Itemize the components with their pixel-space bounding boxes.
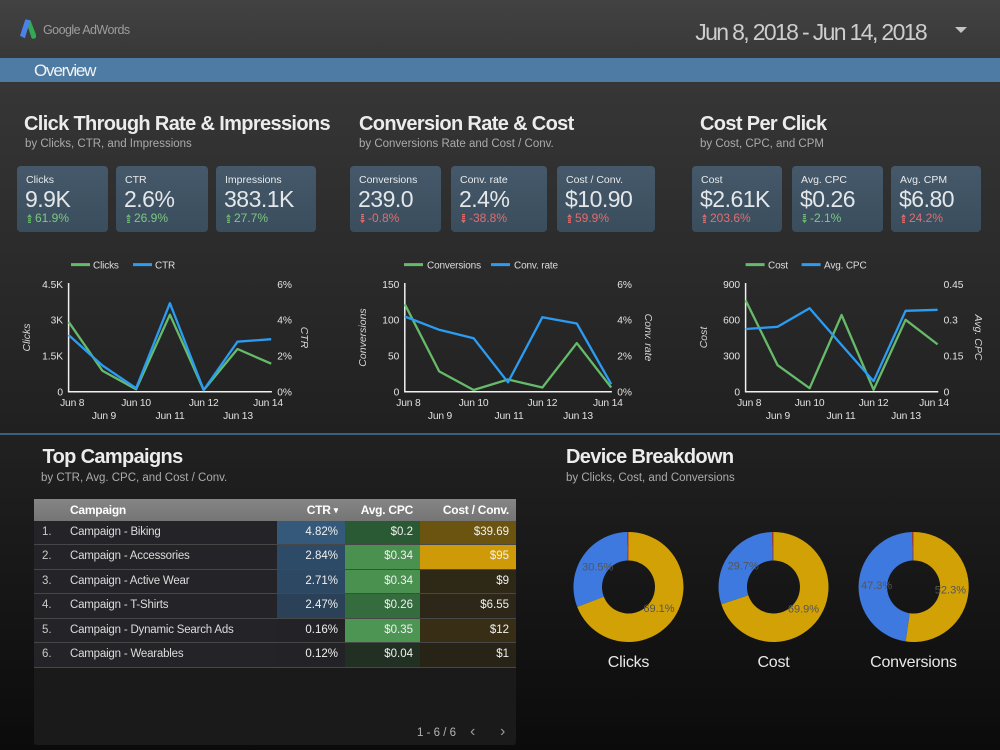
svg-text:0.15: 0.15 [944, 352, 964, 363]
svg-text:0.3: 0.3 [944, 316, 958, 327]
svg-text:Jun 13: Jun 13 [563, 411, 593, 422]
svg-text:600: 600 [723, 316, 740, 327]
svg-text:0: 0 [944, 388, 950, 399]
svg-text:Cost: Cost [768, 260, 788, 271]
svg-text:69.9%: 69.9% [788, 604, 819, 616]
svg-text:Jun 14: Jun 14 [919, 398, 949, 409]
svg-text:Jun 12: Jun 12 [528, 398, 558, 409]
svg-text:Avg. CPC: Avg. CPC [824, 260, 867, 271]
svg-text:Conv. rate: Conv. rate [642, 314, 654, 362]
svg-text:Clicks: Clicks [21, 323, 33, 352]
svg-text:0%: 0% [277, 388, 292, 399]
svg-text:Jun 8: Jun 8 [396, 398, 421, 409]
svg-text:6%: 6% [277, 280, 292, 291]
svg-text:Jun 13: Jun 13 [891, 411, 921, 422]
svg-text:Jun 9: Jun 9 [92, 411, 117, 422]
svg-text:Jun 10: Jun 10 [795, 398, 825, 409]
svg-text:Jun 13: Jun 13 [223, 411, 253, 422]
svg-text:Jun 12: Jun 12 [859, 398, 889, 409]
svg-text:4.5K: 4.5K [42, 280, 63, 291]
svg-text:150: 150 [382, 280, 399, 291]
svg-text:Jun 8: Jun 8 [60, 398, 85, 409]
svg-text:4%: 4% [617, 316, 632, 327]
svg-text:0: 0 [57, 388, 63, 399]
svg-text:1.5K: 1.5K [42, 352, 63, 363]
svg-text:Jun 14: Jun 14 [253, 398, 283, 409]
svg-text:Jun 9: Jun 9 [428, 411, 453, 422]
svg-text:Jun 10: Jun 10 [459, 398, 489, 409]
svg-text:0.45: 0.45 [944, 280, 964, 291]
svg-text:Jun 8: Jun 8 [737, 398, 762, 409]
svg-text:6%: 6% [617, 280, 632, 291]
svg-text:Clicks: Clicks [93, 260, 119, 271]
svg-text:Conv. rate: Conv. rate [514, 260, 558, 271]
svg-text:CTR: CTR [155, 260, 175, 271]
svg-text:Jun 11: Jun 11 [495, 411, 524, 422]
svg-text:Conversions: Conversions [427, 260, 481, 271]
svg-text:Jun 12: Jun 12 [189, 398, 219, 409]
svg-text:29.7%: 29.7% [728, 561, 759, 573]
svg-text:30.5%: 30.5% [582, 562, 613, 574]
svg-text:2%: 2% [617, 352, 632, 363]
svg-text:2%: 2% [277, 352, 292, 363]
svg-text:3K: 3K [51, 316, 64, 327]
svg-text:Jun 14: Jun 14 [593, 398, 623, 409]
svg-text:0: 0 [734, 388, 740, 399]
svg-text:50: 50 [388, 352, 400, 363]
svg-text:69.1%: 69.1% [643, 603, 674, 615]
svg-text:900: 900 [723, 280, 740, 291]
svg-text:0: 0 [394, 388, 400, 399]
svg-text:Cost: Cost [698, 326, 710, 349]
svg-text:Jun 11: Jun 11 [156, 411, 185, 422]
svg-text:100: 100 [382, 316, 399, 327]
svg-text:Jun 9: Jun 9 [766, 411, 791, 422]
svg-text:52.3%: 52.3% [935, 585, 966, 597]
svg-text:CTR: CTR [298, 327, 310, 349]
svg-text:4%: 4% [277, 316, 292, 327]
svg-text:0%: 0% [617, 388, 632, 399]
svg-text:300: 300 [723, 352, 740, 363]
svg-text:Jun 10: Jun 10 [121, 398, 151, 409]
svg-text:Conversions: Conversions [357, 308, 369, 367]
svg-text:47.3%: 47.3% [861, 580, 892, 592]
svg-text:Avg. CPC: Avg. CPC [972, 314, 984, 361]
svg-text:Jun 11: Jun 11 [827, 411, 856, 422]
